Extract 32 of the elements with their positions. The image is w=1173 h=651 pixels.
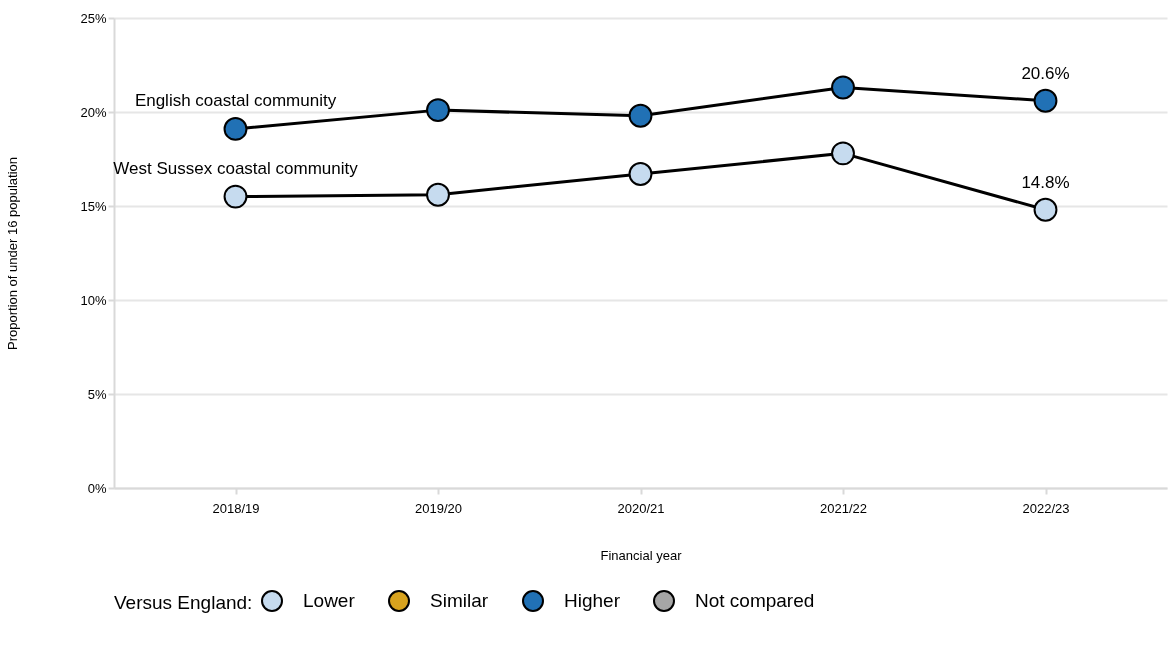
x-tick-label: 2018/19 [212,500,260,516]
x-tick-label: 2021/22 [820,500,867,516]
point [426,98,450,123]
legend-label: Similar [430,590,489,611]
y-tick-label: 20% [80,104,107,120]
legend-label: Not compared [695,590,815,611]
x-tick-label: 2019/20 [415,500,462,516]
y-tick-label: 0% [87,480,107,496]
y-tick-label: 15% [80,198,107,214]
legend-title: Versus England: [114,592,253,613]
point [1033,197,1058,222]
series-label: English coastal community [134,90,337,110]
point [628,162,653,186]
legend-label: Lower [303,590,356,611]
point [1033,88,1058,113]
x-axis-title: Financial year [600,547,683,563]
point [831,75,855,100]
y-tick-label: 25% [80,10,107,26]
y-tick-label: 5% [87,386,107,402]
series-label: West Sussex coastal community [113,158,359,178]
point [628,103,653,128]
x-tick-label: 2022/23 [1022,500,1070,516]
point [831,141,855,166]
point [223,116,248,141]
data-label: 14.8% [1021,172,1070,192]
data-label: 20.6% [1021,63,1070,83]
point [223,184,248,209]
y-axis-title: Proportion of under 16 population [5,157,21,350]
legend-label: Higher [564,590,621,611]
y-tick-label: 10% [80,292,107,308]
x-tick-label: 2020/21 [617,500,665,516]
point [426,182,450,207]
